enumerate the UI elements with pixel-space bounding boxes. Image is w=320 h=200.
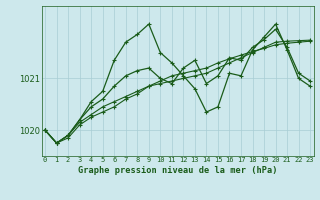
X-axis label: Graphe pression niveau de la mer (hPa): Graphe pression niveau de la mer (hPa) (78, 166, 277, 175)
